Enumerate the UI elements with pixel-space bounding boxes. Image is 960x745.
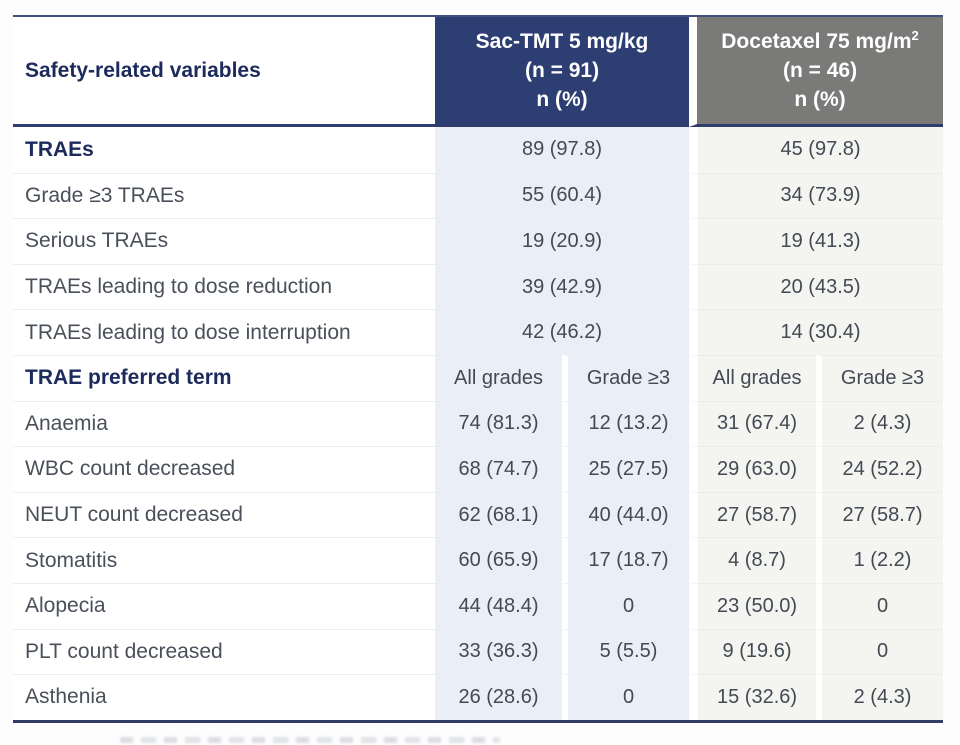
table-row: TRAEs leading to dose reduction 39 (42.9)… (13, 263, 944, 310)
data-cell: 68 (74.7) (435, 446, 562, 492)
data-cell-sac: 19 (20.9) (435, 218, 690, 264)
data-cell: 31 (67.4) (689, 400, 817, 447)
data-cell: 9 (19.6) (689, 628, 817, 675)
header-docetaxel: Docetaxel 75 mg/m2 (n = 46) n (%) (689, 17, 944, 127)
data-cell: 2 (4.3) (816, 674, 944, 720)
data-cell-doc: 34 (73.9) (689, 172, 944, 219)
data-cell: 0 (816, 628, 944, 675)
table-body: TRAEs 89 (97.8) 45 (97.8) Grade ≥3 TRAEs 55 … (13, 127, 944, 720)
doc-npct-label: n (%) (794, 88, 846, 111)
sac-n-label: (n = 91) (524, 59, 600, 82)
data-cell: 40 (44.0) (562, 491, 690, 538)
row-label: Asthenia (13, 674, 435, 720)
data-cell: 0 (562, 674, 690, 720)
data-cell: 33 (36.3) (435, 628, 562, 675)
sac-npct-label: n (%) (536, 88, 588, 111)
data-cell-sac: 89 (97.8) (435, 127, 690, 173)
row-label: TRAE preferred term (13, 354, 435, 401)
doc-dose-label: Docetaxel 75 mg/m2 (697, 27, 943, 56)
footnote-illegible-smudge (120, 737, 500, 743)
subcolumn-header: Grade ≥3 (562, 354, 690, 401)
table-row: Anaemia 74 (81.3) 12 (13.2) 31 (67.4) 2 (4.3… (13, 400, 944, 447)
table-row: Asthenia 26 (28.6) 0 15 (32.6) 2 (4.3) (13, 674, 944, 720)
table-row: TRAEs 89 (97.8) 45 (97.8) (13, 127, 944, 173)
table-row: WBC count decreased 68 (74.7) 25 (27.5) 29 … (13, 446, 944, 492)
data-cell-sac: 42 (46.2) (435, 309, 690, 355)
doc-n-label: (n = 46) (782, 59, 858, 82)
data-cell: 0 (816, 582, 944, 629)
data-cell: 25 (27.5) (562, 446, 690, 492)
table-row: Alopecia 44 (48.4) 0 23 (50.0) 0 (13, 582, 944, 629)
data-cell: 44 (48.4) (435, 582, 562, 629)
data-cell-doc: 14 (30.4) (689, 309, 944, 355)
row-label: WBC count decreased (13, 446, 435, 492)
data-cell-sac: 55 (60.4) (435, 172, 690, 219)
table-row: Stomatitis 60 (65.9) 17 (18.7) 4 (8.7) 1 (2.… (13, 537, 944, 583)
doc-dose-main: Docetaxel 75 mg/m (721, 30, 912, 53)
safety-table: Safety-related variables Sac-TMT 5 mg/kg… (13, 15, 944, 723)
data-cell: 24 (52.2) (816, 446, 944, 492)
row-label: Alopecia (13, 582, 435, 629)
table-row: TRAE preferred term All grades Grade ≥3 All… (13, 354, 944, 401)
row-label: Grade ≥3 TRAEs (13, 172, 435, 219)
data-cell: 26 (28.6) (435, 674, 562, 720)
data-cell: 2 (4.3) (816, 400, 944, 447)
sac-dose-label: Sac-TMT 5 mg/kg (475, 30, 649, 53)
data-cell: 27 (58.7) (689, 491, 817, 538)
row-label: TRAEs leading to dose reduction (13, 263, 435, 310)
header-sac-tmt: Sac-TMT 5 mg/kg (n = 91) n (%) (435, 17, 690, 127)
row-label: PLT count decreased (13, 628, 435, 675)
table-row: Serious TRAEs 19 (20.9) 19 (41.3) (13, 218, 944, 264)
table-header: Safety-related variables Sac-TMT 5 mg/kg… (13, 17, 944, 127)
data-cell: 4 (8.7) (689, 537, 817, 583)
data-cell: 15 (32.6) (689, 674, 817, 720)
table-row: NEUT count decreased 62 (68.1) 40 (44.0) 27… (13, 491, 944, 538)
data-cell: 5 (5.5) (562, 628, 690, 675)
table-row: PLT count decreased 33 (36.3) 5 (5.5) 9 (19… (13, 628, 944, 675)
row-label: TRAEs (13, 127, 435, 173)
data-cell: 60 (65.9) (435, 537, 562, 583)
data-cell: 1 (2.2) (816, 537, 944, 583)
doc-dose-superscript: 2 (911, 28, 919, 43)
data-cell-sac: 39 (42.9) (435, 263, 690, 310)
subcolumn-header: All grades (689, 354, 817, 401)
table-row: Grade ≥3 TRAEs 55 (60.4) 34 (73.9) (13, 172, 944, 219)
row-label: Stomatitis (13, 537, 435, 583)
data-cell-doc: 45 (97.8) (689, 127, 944, 173)
data-cell: 12 (13.2) (562, 400, 690, 447)
row-label: Anaemia (13, 400, 435, 447)
data-cell: 74 (81.3) (435, 400, 562, 447)
data-cell: 29 (63.0) (689, 446, 817, 492)
data-cell: 0 (562, 582, 690, 629)
data-cell-doc: 19 (41.3) (689, 218, 944, 264)
header-safety-variables: Safety-related variables (13, 17, 435, 127)
data-cell: 62 (68.1) (435, 491, 562, 538)
subcolumn-header: All grades (435, 354, 562, 401)
data-cell: 27 (58.7) (816, 491, 944, 538)
data-cell: 17 (18.7) (562, 537, 690, 583)
table-row: TRAEs leading to dose interruption 42 (46… (13, 309, 944, 355)
row-label: TRAEs leading to dose interruption (13, 309, 435, 355)
header-row: Safety-related variables Sac-TMT 5 mg/kg… (13, 17, 944, 127)
safety-table-container: Safety-related variables Sac-TMT 5 mg/kg… (13, 15, 944, 723)
subcolumn-header: Grade ≥3 (816, 354, 944, 401)
data-cell: 23 (50.0) (689, 582, 817, 629)
row-label: Serious TRAEs (13, 218, 435, 264)
row-label: NEUT count decreased (13, 491, 435, 538)
data-cell-doc: 20 (43.5) (689, 263, 944, 310)
